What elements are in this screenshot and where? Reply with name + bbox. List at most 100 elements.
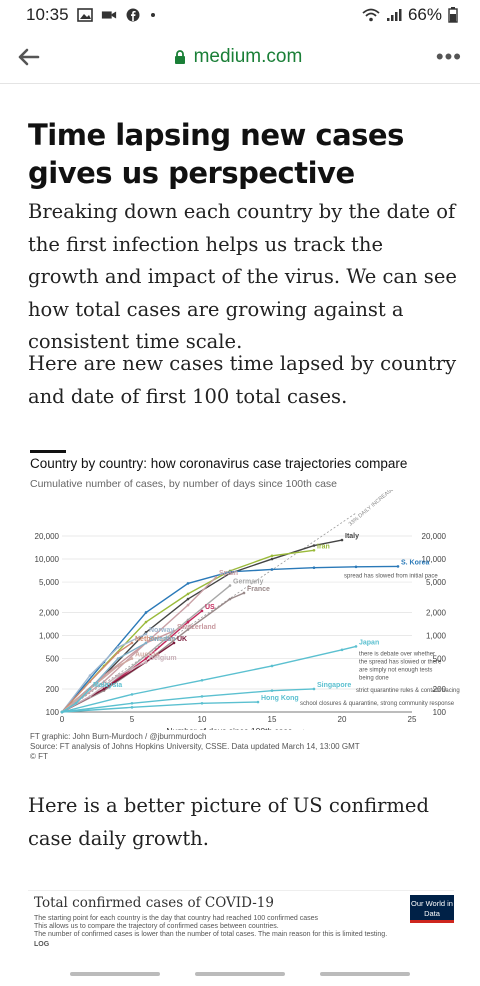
video-icon — [101, 11, 116, 19]
data-point — [102, 680, 106, 683]
data-point — [88, 695, 92, 698]
data-point — [144, 654, 148, 657]
y-tick-label-right: 500 — [433, 655, 447, 664]
series-label: Netherlands — [135, 636, 176, 643]
series-label: Spain — [219, 570, 238, 577]
data-point — [116, 657, 120, 660]
chart-annotation: spread has slowed from initial pace — [344, 573, 438, 579]
article-paragraph: Breaking down each country by the date o… — [28, 200, 457, 353]
more-options-icon[interactable]: ••• — [435, 43, 462, 69]
data-point — [144, 657, 148, 660]
data-point — [228, 597, 232, 601]
data-point — [144, 611, 148, 614]
facebook-icon — [126, 8, 140, 22]
data-point — [88, 687, 92, 691]
lock-icon — [174, 49, 185, 64]
series-label: Switzerland — [177, 624, 216, 631]
data-point — [270, 557, 274, 561]
data-point — [60, 710, 64, 714]
series-label: S. Korea — [401, 559, 430, 566]
series-label: Malaysia — [93, 682, 122, 689]
article-heading: Time lapsing new cases gives us perspect… — [28, 118, 404, 190]
data-point — [200, 609, 204, 613]
series-line — [61, 701, 259, 713]
series-label: Belgium — [149, 655, 177, 662]
owid-logo: Our World in Data — [410, 895, 454, 923]
x-tick-label: 25 — [408, 715, 417, 724]
article-paragraph: Here is a better picture of US confirmed… — [28, 794, 429, 850]
owid-description: The number of confirmed cases is lower t… — [34, 931, 388, 938]
x-tick-label: 5 — [130, 715, 135, 724]
data-point — [242, 591, 246, 595]
chart-subtitle: Cumulative number of cases, by number of… — [30, 478, 337, 490]
y-tick-label: 2,000 — [39, 608, 60, 617]
data-point — [270, 554, 274, 558]
nav-handle — [320, 972, 410, 976]
back-arrow-icon[interactable] — [18, 48, 40, 66]
data-point — [102, 687, 106, 691]
y-tick-label-right: 1,000 — [426, 632, 447, 641]
status-right: 66% — [362, 5, 458, 25]
data-point — [186, 597, 190, 601]
y-tick-label: 20,000 — [35, 532, 60, 541]
owid-description: The starting point for each country is t… — [34, 915, 319, 922]
data-point — [116, 646, 120, 649]
data-point — [340, 538, 344, 542]
y-tick-label: 200 — [46, 685, 60, 694]
ft-chart: Country by country: how coronavirus case… — [22, 450, 462, 770]
data-point — [116, 651, 120, 654]
series-line — [61, 592, 245, 713]
reference-line — [61, 512, 357, 713]
data-point — [312, 687, 316, 691]
article-paragraph: Here are new cases time lapsed by countr… — [28, 352, 457, 408]
x-tick-label: 0 — [60, 715, 65, 724]
gallery-icon — [76, 8, 93, 22]
browser-toolbar: medium.com ••• — [0, 30, 480, 84]
series-label: Sweden — [149, 636, 175, 643]
data-point — [172, 641, 176, 645]
data-point — [312, 566, 316, 570]
owid-scale-toggle[interactable]: LOG — [34, 941, 50, 948]
data-point — [144, 660, 148, 664]
data-point — [228, 584, 232, 587]
series-line — [61, 657, 133, 713]
x-axis-label: Number of days since 100th case —▸ — [166, 726, 308, 730]
data-point — [200, 678, 204, 682]
status-bar: 10:35 66% — [0, 0, 480, 30]
data-point — [186, 603, 190, 607]
y-tick-label-right: 2,000 — [426, 608, 447, 617]
data-point — [116, 664, 120, 668]
status-left: 10:35 — [26, 5, 157, 25]
address-bar[interactable]: medium.com — [174, 46, 302, 68]
owid-description: This allows us to compare the trajectory… — [34, 923, 279, 930]
series-label: Italy — [345, 533, 359, 540]
series-line — [61, 565, 399, 713]
y-tick-label: 1,000 — [39, 632, 60, 641]
data-point — [88, 674, 92, 677]
data-point — [270, 568, 274, 571]
wifi-icon — [362, 8, 380, 22]
chart-annotation: strict quarantine rules & contact tracin… — [356, 688, 460, 694]
chart-footer-line: Source: FT analysis of Johns Hopkins Uni… — [30, 742, 360, 751]
data-point — [186, 618, 190, 622]
data-point — [312, 549, 316, 552]
y-tick-label: 5,000 — [39, 578, 60, 587]
y-tick-label: 500 — [46, 655, 60, 664]
series-line — [61, 539, 343, 713]
data-point — [186, 620, 190, 624]
data-point — [130, 693, 134, 696]
series-label: France — [247, 586, 270, 593]
y-tick-label-right: 20,000 — [422, 532, 447, 541]
data-point — [130, 657, 134, 660]
clock: 10:35 — [26, 5, 69, 24]
data-point — [340, 648, 344, 652]
data-point — [200, 695, 204, 698]
data-point — [144, 641, 148, 645]
y-tick-label-right: 5,000 — [426, 578, 447, 587]
y-tick-label-right: 100 — [433, 708, 447, 717]
y-tick-label-right: 10,000 — [422, 555, 447, 564]
chart-title: Country by country: how coronavirus case… — [30, 456, 408, 471]
series-label: US — [205, 604, 215, 611]
data-point — [214, 575, 218, 579]
data-point — [144, 620, 148, 624]
